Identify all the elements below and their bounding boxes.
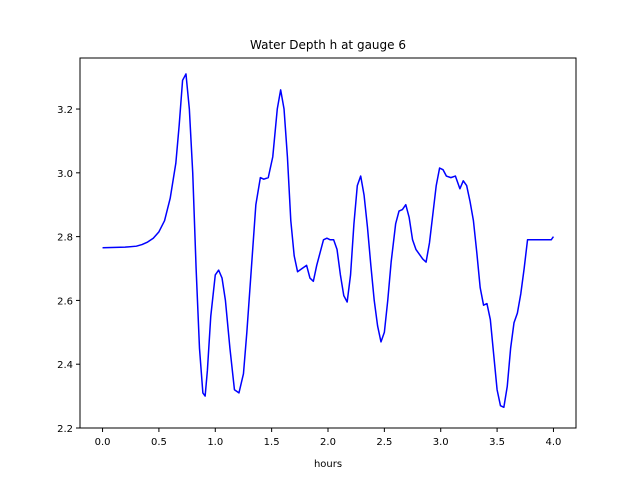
x-tick-label: 4.0 <box>546 437 562 448</box>
chart-title: Water Depth h at gauge 6 <box>250 38 406 52</box>
x-tick-label: 2.5 <box>376 437 392 448</box>
y-tick-label: 2.4 <box>57 360 73 371</box>
x-tick-label: 0.5 <box>151 437 167 448</box>
x-tick-label: 1.0 <box>207 437 223 448</box>
y-axis: 2.2 2.4 2.6 2.8 3.0 3.2 <box>57 105 80 435</box>
x-tick-label: 1.5 <box>264 437 280 448</box>
x-tick-label: 3.0 <box>433 437 449 448</box>
series-line-0 <box>102 73 555 409</box>
y-tick-label: 2.6 <box>57 296 73 307</box>
y-tick-label: 2.2 <box>57 424 73 435</box>
x-axis: 0.0 0.5 1.0 1.5 2.0 2.5 3.0 3.5 4.0 <box>95 428 562 448</box>
plot-area <box>102 73 555 409</box>
y-tick-label: 3.0 <box>57 169 73 180</box>
x-axis-label: hours <box>314 459 342 470</box>
y-tick-label: 3.2 <box>57 105 73 116</box>
x-tick-label: 2.0 <box>320 437 336 448</box>
x-tick-label: 3.5 <box>489 437 505 448</box>
y-tick-label: 2.8 <box>57 233 73 244</box>
x-tick-label: 0.0 <box>95 437 111 448</box>
